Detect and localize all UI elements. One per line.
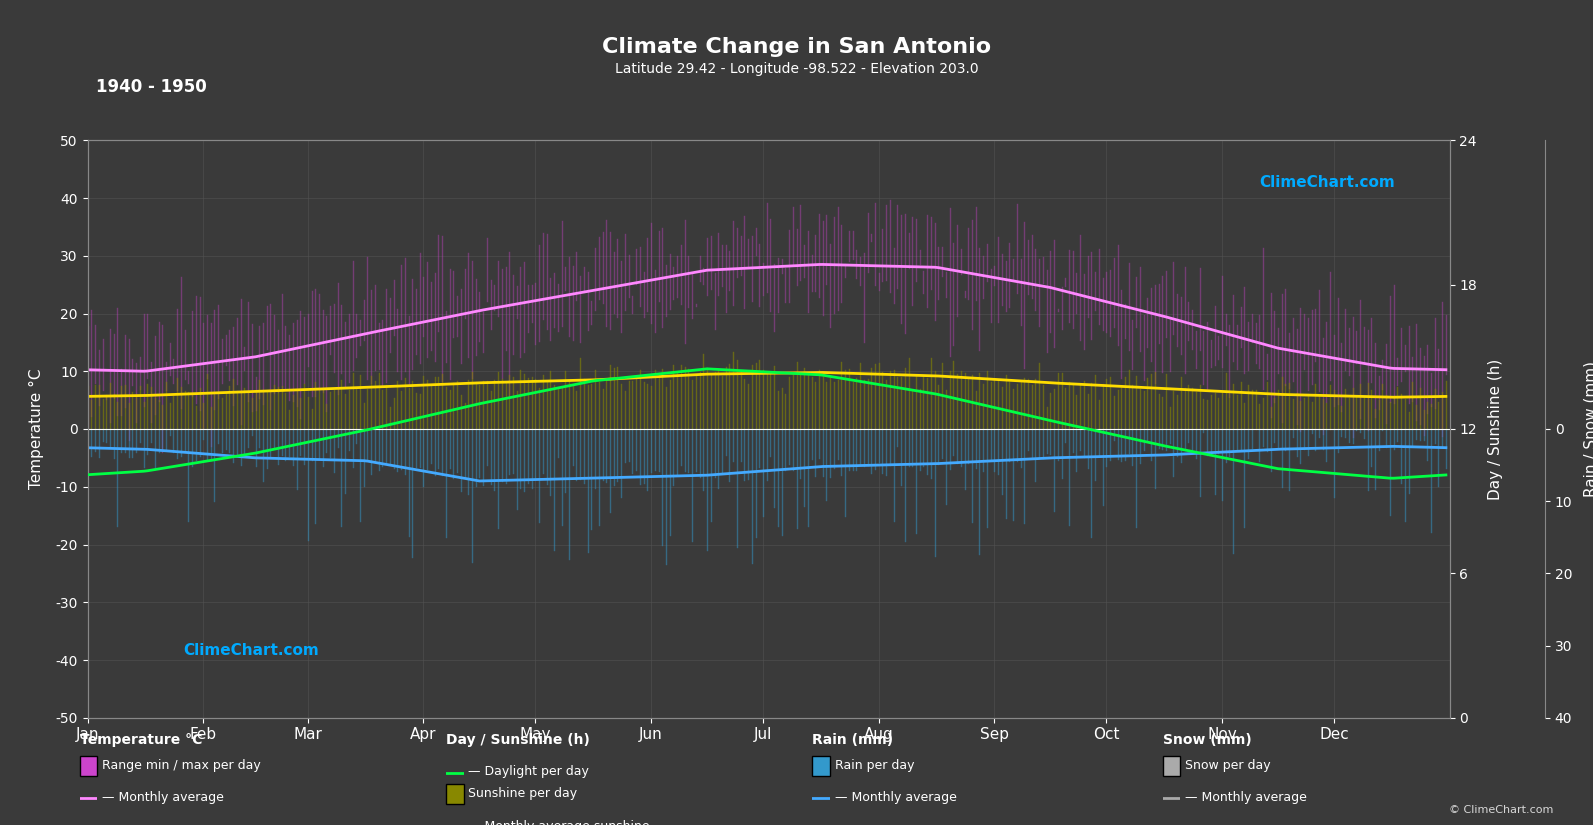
- Text: Snow per day: Snow per day: [1185, 759, 1271, 772]
- Text: Rain per day: Rain per day: [835, 759, 914, 772]
- Text: — Monthly average: — Monthly average: [102, 791, 225, 804]
- Text: — Monthly average: — Monthly average: [1185, 791, 1308, 804]
- Y-axis label: Day / Sunshine (h): Day / Sunshine (h): [1488, 358, 1504, 500]
- Text: Snow (mm): Snow (mm): [1163, 733, 1252, 747]
- Text: Rain (mm): Rain (mm): [812, 733, 894, 747]
- Text: © ClimeChart.com: © ClimeChart.com: [1448, 805, 1553, 815]
- Text: Latitude 29.42 - Longitude -98.522 - Elevation 203.0: Latitude 29.42 - Longitude -98.522 - Ele…: [615, 62, 978, 76]
- Text: — Daylight per day: — Daylight per day: [468, 765, 589, 778]
- Text: — Monthly average: — Monthly average: [835, 791, 957, 804]
- Text: Climate Change in San Antonio: Climate Change in San Antonio: [602, 37, 991, 57]
- Text: 1940 - 1950: 1940 - 1950: [96, 78, 207, 97]
- Text: Range min / max per day: Range min / max per day: [102, 759, 261, 772]
- Text: Temperature °C: Temperature °C: [80, 733, 202, 747]
- Text: Sunshine per day: Sunshine per day: [468, 787, 578, 800]
- Text: — Monthly average sunshine: — Monthly average sunshine: [468, 820, 650, 825]
- Text: ClimeChart.com: ClimeChart.com: [183, 643, 319, 658]
- Text: ClimeChart.com: ClimeChart.com: [1258, 175, 1395, 190]
- Y-axis label: Rain / Snow (mm): Rain / Snow (mm): [1583, 361, 1593, 497]
- Y-axis label: Temperature °C: Temperature °C: [29, 369, 45, 489]
- Text: Day / Sunshine (h): Day / Sunshine (h): [446, 733, 589, 747]
